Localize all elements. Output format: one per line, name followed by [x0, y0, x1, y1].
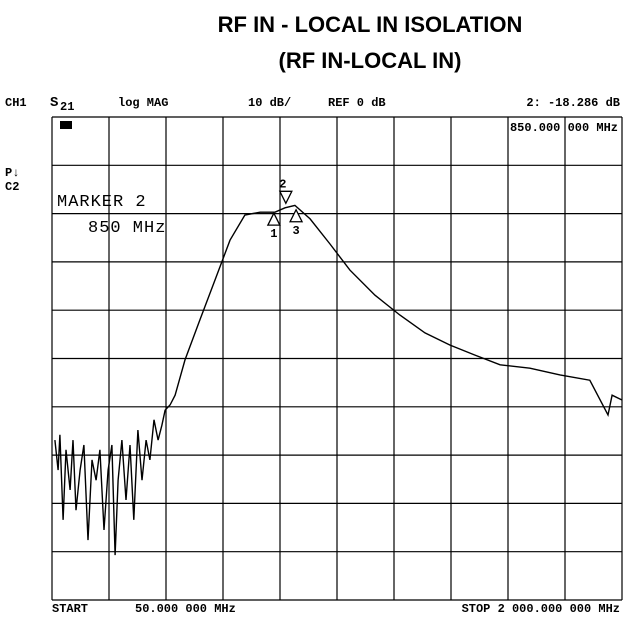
status-icon	[60, 121, 72, 129]
scale: 10 dB/	[248, 96, 291, 110]
channel: CH1	[5, 96, 27, 110]
side-label: C2	[5, 180, 19, 194]
marker-label: 1	[270, 227, 277, 241]
marker-frequency: 850.000 000 MHz	[510, 121, 618, 135]
marker-readout: 2: -18.286 dB	[526, 96, 620, 110]
marker	[278, 190, 293, 205]
parameter: S	[50, 95, 58, 111]
marker-label: 3	[292, 224, 299, 238]
chart-title: RF IN - LOCAL IN ISOLATION	[218, 12, 523, 37]
marker	[266, 211, 281, 226]
marker-label: 2	[279, 177, 286, 191]
parameter-sub: 21	[60, 100, 74, 114]
chart-subtitle: (RF IN-LOCAL IN)	[279, 48, 462, 73]
stop-frequency: STOP 2 000.000 000 MHz	[462, 602, 620, 616]
marker	[289, 208, 304, 223]
format: log MAG	[118, 96, 168, 110]
marker-box-line: MARKER 2	[57, 193, 147, 212]
start-label: START	[52, 602, 88, 616]
side-label: P↓	[5, 166, 19, 180]
marker-box-line: 850 MHz	[88, 219, 166, 238]
start-frequency: 50.000 000 MHz	[135, 602, 236, 616]
trace	[54, 204, 623, 556]
reference: REF 0 dB	[328, 96, 386, 110]
